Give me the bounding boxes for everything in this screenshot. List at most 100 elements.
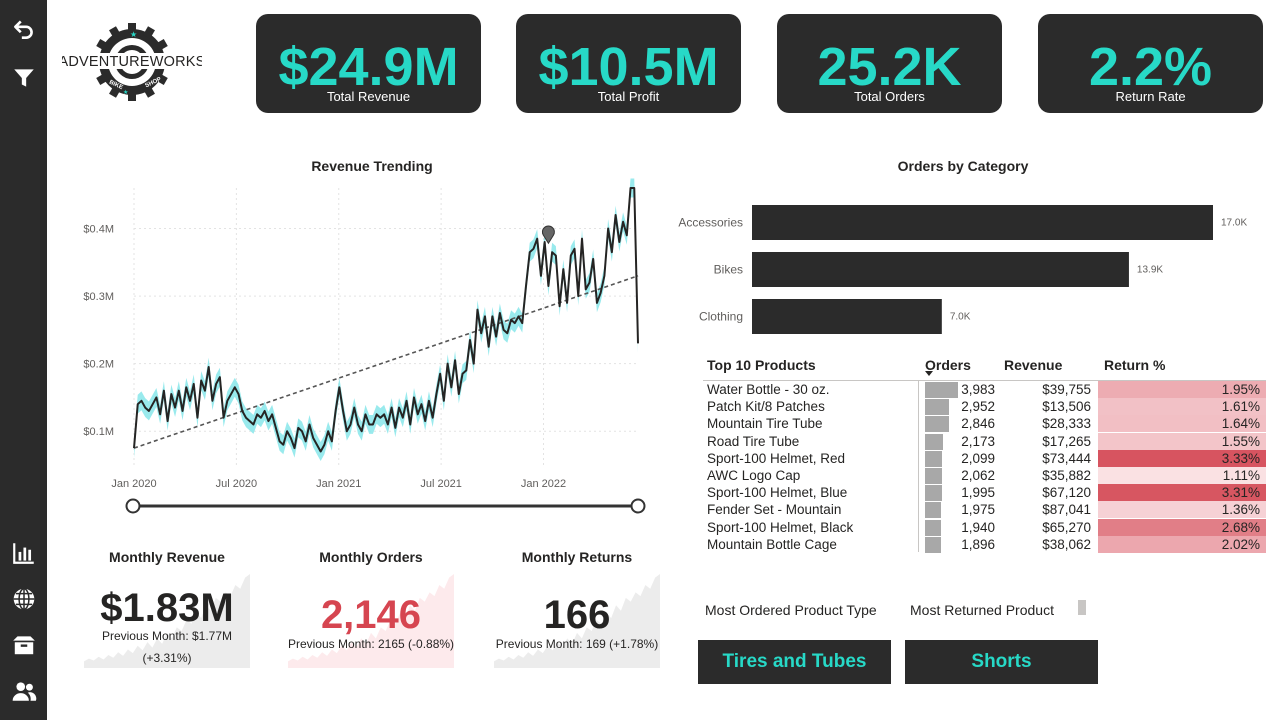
- table-body: Water Bottle - 30 oz. 3,983 $39,755 1.95% Pa…: [703, 381, 1266, 553]
- product-name: Sport-100 Helmet, Red: [707, 450, 846, 466]
- header-return-pct[interactable]: Return %: [1104, 357, 1166, 373]
- table-row[interactable]: Mountain Tire Tube 2,846 $28,333 1.64%: [703, 415, 1266, 433]
- trend-line: [133, 275, 639, 449]
- product-name: Fender Set - Mountain: [707, 502, 842, 518]
- svg-text:ADVENTUREWORKS: ADVENTUREWORKS: [62, 54, 202, 70]
- box-icon[interactable]: [9, 630, 38, 659]
- orders-value: 1,975: [961, 502, 995, 518]
- monthly-revenue-change: (+3.31%): [142, 651, 192, 665]
- brand-name: ADVENTUREWORKS: [62, 54, 202, 70]
- header-product[interactable]: Top 10 Products: [707, 357, 816, 373]
- header-orders[interactable]: Orders: [925, 357, 971, 373]
- adventureworks-logo: BIKE SHOP ★ ★ ADVENTUREWORKS: [58, 22, 205, 106]
- product-name: Sport-100 Helmet, Blue: [707, 485, 848, 501]
- kpi-total-revenue: $24.9M Total Revenue: [256, 14, 481, 113]
- back-icon[interactable]: [9, 14, 38, 43]
- return-pct-value: 2.68%: [1098, 518, 1266, 536]
- x-tick-label: Jan 2021: [316, 478, 361, 490]
- kpi-total-profit: $10.5M Total Profit: [516, 14, 741, 113]
- svg-text:★: ★: [130, 30, 137, 39]
- orders-databar: [925, 399, 950, 416]
- table-row[interactable]: Sport-100 Helmet, Black 1,940 $65,270 2.68%: [703, 518, 1266, 536]
- kpi-total-orders: 25.2K Total Orders: [777, 14, 1002, 113]
- category-bar[interactable]: [752, 299, 942, 334]
- category-value-label: 13.9K: [1137, 265, 1163, 276]
- return-pct-value: 2.02%: [1098, 535, 1266, 553]
- orders-databar: [925, 467, 943, 484]
- product-name: Mountain Tire Tube: [707, 416, 823, 432]
- resize-handle[interactable]: [1078, 600, 1086, 615]
- table-row[interactable]: Fender Set - Mountain 1,975 $87,041 1.36%: [703, 501, 1266, 519]
- revenue-value: $38,062: [1042, 536, 1091, 552]
- category-bar[interactable]: [752, 252, 1129, 287]
- kpi-label: Total Orders: [854, 89, 925, 104]
- return-pct-value: 1.64%: [1098, 415, 1266, 433]
- table-row[interactable]: Sport-100 Helmet, Red 2,099 $73,444 3.33%: [703, 449, 1266, 467]
- table-row[interactable]: Road Tire Tube 2,173 $17,265 1.55%: [703, 432, 1266, 450]
- slider-handle-start[interactable]: [125, 498, 141, 514]
- table-row[interactable]: Sport-100 Helmet, Blue 1,995 $67,120 3.31%: [703, 484, 1266, 502]
- table-row[interactable]: Patch Kit/8 Patches 2,952 $13,506 1.61%: [703, 398, 1266, 416]
- orders-databar: [925, 433, 943, 450]
- return-pct-value: 1.55%: [1098, 432, 1266, 450]
- slider-handle-end[interactable]: [630, 498, 646, 514]
- y-tick-label: $0.4M: [83, 224, 114, 236]
- x-tick-label: Jul 2021: [420, 478, 462, 490]
- kpi-label: Return Rate: [1115, 89, 1186, 104]
- monthly-orders-value: 2,146: [320, 593, 422, 637]
- sparkline-area: [494, 574, 660, 668]
- orders-databar: [925, 536, 941, 553]
- monthly-orders-previous: Previous Month: 2165 (-0.88%): [287, 637, 455, 651]
- y-tick-label: $0.3M: [83, 291, 114, 303]
- orders-value: 1,896: [961, 536, 995, 552]
- orders-databar: [925, 416, 949, 433]
- sort-desc-icon[interactable]: [925, 371, 933, 376]
- gear-logo-icon: BIKE SHOP ★ ★ ADVENTUREWORKS: [58, 23, 205, 101]
- revenue-value: $17,265: [1042, 433, 1091, 449]
- return-pct-value: 3.31%: [1098, 484, 1266, 502]
- orders-value: 2,099: [961, 450, 995, 466]
- revenue-trending-chart[interactable]: Jan 2020 Jul 2020 Jan 2021 Jul 2021 Jan 2022…: [75, 178, 655, 520]
- nav-rail: [0, 0, 47, 720]
- bar-chart-icon[interactable]: [9, 538, 38, 567]
- orders-by-category-title: Orders by Category: [897, 158, 1029, 174]
- return-pct-value: 1.36%: [1098, 501, 1266, 519]
- category-bar[interactable]: [752, 205, 1213, 240]
- x-tick-label: Jan 2022: [521, 478, 566, 490]
- filter-icon[interactable]: [9, 63, 38, 92]
- y-tick-label: $0.2M: [83, 359, 114, 371]
- header-revenue[interactable]: Revenue: [1004, 357, 1063, 373]
- return-pct-value: 1.61%: [1098, 398, 1266, 416]
- monthly-revenue-sparkline: [84, 574, 250, 668]
- kpi-value: 2.2%: [1088, 37, 1213, 97]
- revenue-value: $39,755: [1042, 382, 1091, 397]
- most-returned-button[interactable]: Shorts: [905, 640, 1098, 684]
- category-label: Clothing: [699, 310, 743, 324]
- category-value-label: 17.0K: [1221, 218, 1247, 229]
- orders-value: 2,062: [961, 467, 995, 483]
- monthly-revenue-value: $1.83M: [100, 586, 234, 630]
- product-name: Road Tire Tube: [707, 433, 800, 449]
- return-pct-value: 1.11%: [1098, 466, 1266, 484]
- orders-by-category-chart[interactable]: Accessories 17.0K Bikes 13.9K Clothing 7.0K: [670, 190, 1270, 340]
- kpi-value: $10.5M: [538, 37, 719, 97]
- orders-databar: [925, 450, 943, 467]
- users-icon[interactable]: [9, 676, 38, 705]
- most-ordered-button[interactable]: Tires and Tubes: [698, 640, 891, 684]
- table-row[interactable]: Water Bottle - 30 oz. 3,983 $39,755 1.95%: [703, 381, 1266, 398]
- revenue-value: $73,444: [1042, 450, 1091, 466]
- product-name: AWC Logo Cap: [707, 467, 801, 483]
- y-tick-label: $0.1M: [83, 426, 114, 438]
- top-products-table: Top 10 Products Orders Revenue Return % …: [703, 355, 1266, 553]
- orders-value: 2,173: [961, 433, 995, 449]
- revenue-value: $65,270: [1042, 519, 1091, 535]
- orders-databar: [925, 502, 942, 519]
- orders-value: 2,846: [961, 416, 995, 432]
- product-name: Patch Kit/8 Patches: [707, 399, 825, 415]
- globe-icon[interactable]: [9, 584, 38, 613]
- table-row[interactable]: Mountain Bottle Cage 1,896 $38,062 2.02%: [703, 535, 1266, 553]
- revenue-value: $67,120: [1042, 485, 1091, 501]
- revenue-value: $87,041: [1042, 502, 1091, 518]
- table-row[interactable]: AWC Logo Cap 2,062 $35,882 1.11%: [703, 466, 1266, 484]
